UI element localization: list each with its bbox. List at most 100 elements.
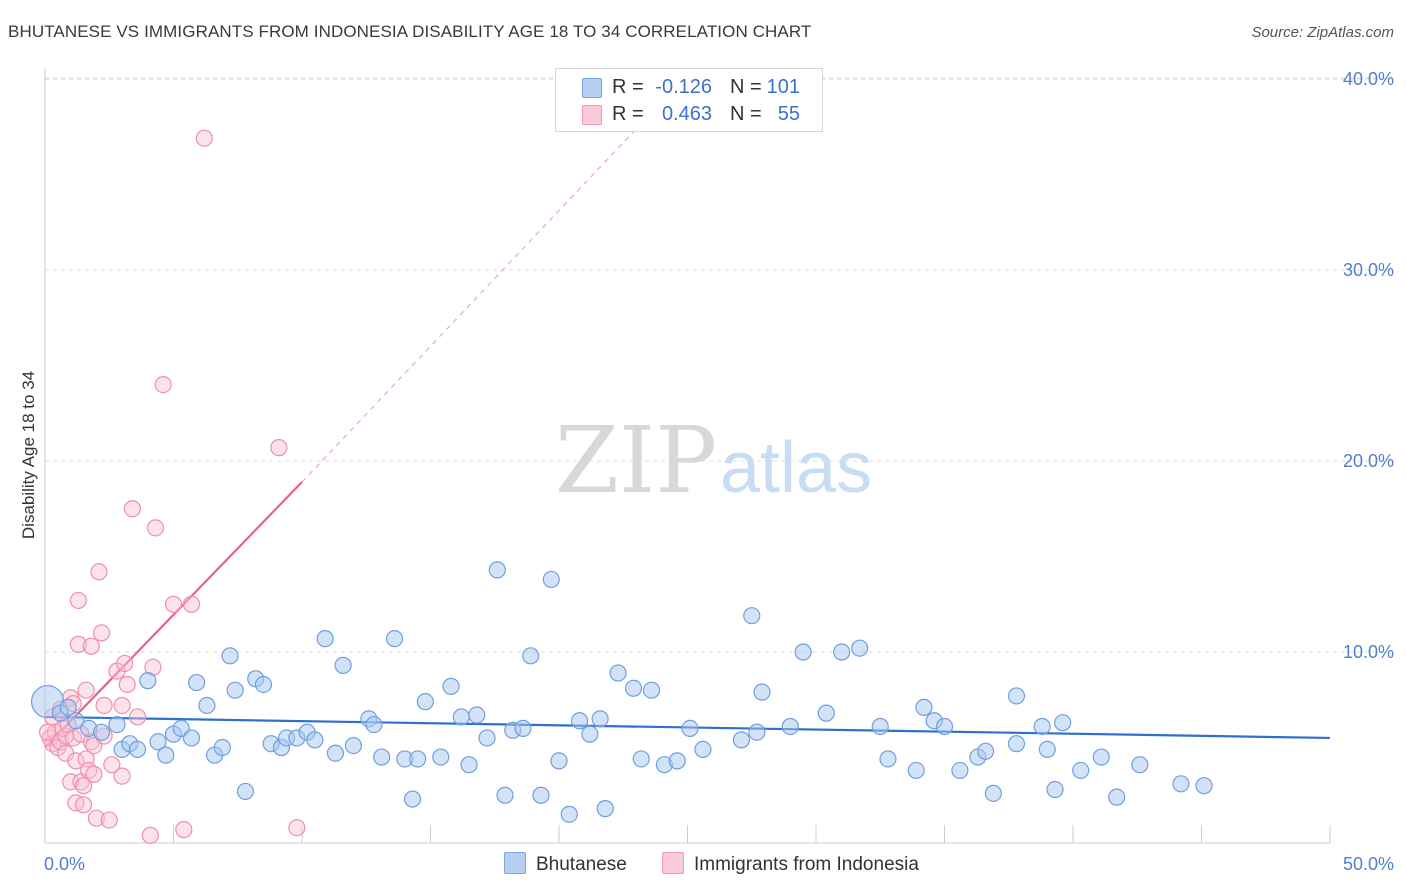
point-bhutanese xyxy=(833,643,851,661)
legend-n-value: 55 xyxy=(777,103,800,125)
point-indonesia xyxy=(74,796,93,814)
point-indonesia xyxy=(182,595,201,613)
bottom-legend-label: Bhutanese xyxy=(536,854,627,875)
point-indonesia xyxy=(164,595,183,613)
point-bhutanese xyxy=(1007,687,1026,705)
point-bhutanese xyxy=(732,731,751,749)
point-indonesia xyxy=(270,439,288,457)
point-indonesia xyxy=(69,635,88,653)
point-bhutanese xyxy=(624,679,643,697)
point-bhutanese xyxy=(344,736,362,755)
point-bhutanese xyxy=(1054,714,1072,732)
y-tick-label: 20.0% xyxy=(1343,451,1394,471)
point-bhutanese xyxy=(951,761,969,780)
point-bhutanese xyxy=(326,744,345,762)
point-bhutanese xyxy=(984,784,1002,802)
point-indonesia xyxy=(128,708,147,726)
legend-n-label: N = xyxy=(730,76,762,98)
x-tick-label-end: 50.0% xyxy=(1343,854,1394,874)
chart-title: BHUTANESE VS IMMIGRANTS FROM INDONESIA D… xyxy=(8,22,812,41)
point-bhutanese xyxy=(1108,788,1126,806)
point-bhutanese xyxy=(609,664,627,682)
point-indonesia xyxy=(113,767,131,785)
bottom-legend-indonesia: Immigrants from Indonesia xyxy=(662,852,919,876)
legend-row-indonesia: R = 0.463 N = 55 xyxy=(556,101,822,127)
point-bhutanese xyxy=(188,673,206,692)
point-bhutanese xyxy=(108,715,126,734)
tick-labels: 10.0% 20.0% 30.0% 40.0% 0.0% 50.0% xyxy=(44,69,1394,874)
point-bhutanese xyxy=(668,752,686,770)
point-bhutanese xyxy=(92,723,111,741)
point-bhutanese xyxy=(1195,777,1213,795)
y-axis-title: Disability Age 18 to 34 xyxy=(19,371,38,539)
point-indonesia xyxy=(77,681,95,699)
point-bhutanese xyxy=(442,677,460,695)
point-bhutanese xyxy=(432,748,450,766)
point-indonesia xyxy=(175,821,193,839)
watermark-zip: ZIP xyxy=(555,407,717,514)
point-bhutanese xyxy=(915,698,933,716)
point-indonesia xyxy=(74,777,93,795)
point-bhutanese xyxy=(213,738,231,757)
point-indonesia xyxy=(113,696,131,715)
point-indonesia xyxy=(118,675,136,694)
point-bhutanese xyxy=(879,750,897,768)
bottom-legend-label: Immigrants from Indonesia xyxy=(694,854,919,875)
point-bhutanese xyxy=(385,630,404,648)
legend-n-label: N = xyxy=(730,103,762,125)
point-bhutanese xyxy=(514,719,532,738)
point-indonesia xyxy=(82,637,100,655)
point-bhutanese xyxy=(1038,740,1056,759)
point-indonesia xyxy=(146,519,165,537)
point-bhutanese xyxy=(907,761,925,780)
point-bhutanese xyxy=(226,681,244,699)
point-bhutanese xyxy=(542,570,560,589)
point-indonesia xyxy=(69,591,88,610)
point-bhutanese xyxy=(581,725,599,743)
point-bhutanese xyxy=(334,656,352,674)
point-bhutanese xyxy=(316,630,334,648)
point-indonesia xyxy=(141,826,159,844)
series-bhutanese xyxy=(30,561,1213,823)
point-bhutanese xyxy=(306,731,324,749)
x-tick-label-start: 0.0% xyxy=(44,854,85,874)
legend-r-label: R = xyxy=(612,76,644,98)
point-bhutanese xyxy=(1033,717,1051,736)
point-bhutanese xyxy=(460,756,478,774)
point-bhutanese xyxy=(591,710,609,728)
trendline-indonesia xyxy=(44,481,303,749)
legend-r-value: 0.463 xyxy=(661,103,712,125)
point-bhutanese xyxy=(1131,756,1149,774)
point-bhutanese xyxy=(550,752,568,770)
point-indonesia xyxy=(195,129,213,147)
point-bhutanese xyxy=(365,715,383,734)
point-bhutanese xyxy=(373,748,391,766)
point-bhutanese xyxy=(1046,780,1064,799)
point-bhutanese xyxy=(67,712,85,730)
point-bhutanese xyxy=(753,683,771,701)
legend-n-value: 101 xyxy=(766,76,800,98)
point-bhutanese xyxy=(642,681,661,699)
bottom-legend-swatch-pink xyxy=(662,852,684,874)
point-bhutanese xyxy=(1092,748,1110,766)
y-tick-label: 40.0% xyxy=(1343,69,1394,89)
point-bhutanese xyxy=(236,782,255,801)
point-bhutanese xyxy=(409,750,427,768)
point-bhutanese xyxy=(748,723,766,741)
point-bhutanese xyxy=(794,643,812,661)
watermark-atlas: atlas xyxy=(720,428,872,508)
point-bhutanese xyxy=(182,729,201,747)
point-bhutanese xyxy=(478,729,496,747)
bottom-legend-swatch-blue xyxy=(504,852,526,874)
point-bhutanese xyxy=(570,712,589,730)
y-tick-label: 30.0% xyxy=(1343,260,1394,280)
legend-r-value: -0.126 xyxy=(655,76,712,98)
point-bhutanese xyxy=(1072,761,1090,780)
point-bhutanese xyxy=(452,708,470,726)
point-bhutanese xyxy=(817,704,835,722)
point-bhutanese xyxy=(694,740,712,759)
point-bhutanese xyxy=(403,790,422,808)
point-bhutanese xyxy=(532,786,550,804)
point-indonesia xyxy=(100,811,118,829)
point-bhutanese xyxy=(488,561,506,579)
